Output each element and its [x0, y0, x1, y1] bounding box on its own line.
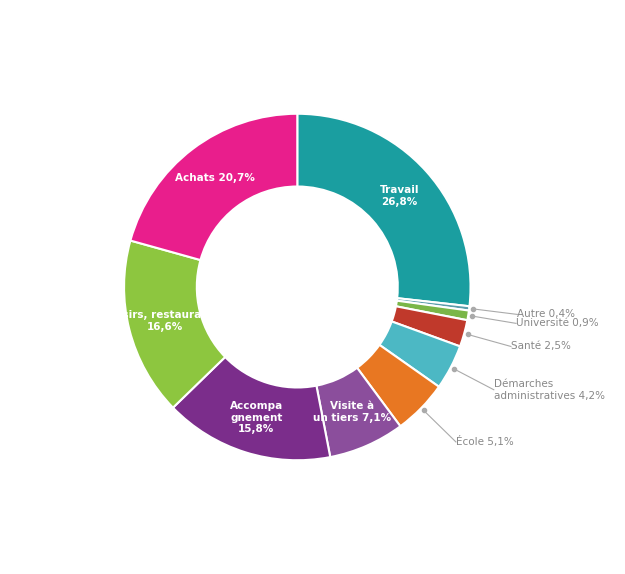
Wedge shape [396, 301, 469, 320]
Wedge shape [316, 368, 401, 457]
Wedge shape [173, 357, 330, 460]
Text: Achats 20,7%: Achats 20,7% [174, 173, 254, 183]
Text: Université 0,9%: Université 0,9% [516, 319, 599, 328]
Text: École 5,1%: École 5,1% [456, 436, 514, 448]
Text: Autre 0,4%: Autre 0,4% [518, 309, 576, 319]
Wedge shape [397, 298, 469, 311]
Wedge shape [379, 321, 460, 387]
Text: Accompa
gnement
15,8%: Accompa gnement 15,8% [229, 401, 283, 434]
Text: Santé 2,5%: Santé 2,5% [511, 342, 571, 351]
Wedge shape [131, 114, 298, 260]
Text: Démarches
administratives 4,2%: Démarches administratives 4,2% [494, 379, 605, 401]
Wedge shape [357, 345, 439, 426]
Text: Visite à
un tiers 7,1%: Visite à un tiers 7,1% [313, 401, 391, 423]
Text: Travail
26,8%: Travail 26,8% [379, 185, 419, 207]
Wedge shape [298, 114, 471, 307]
Text: Loisirs, restauration
16,6%: Loisirs, restauration 16,6% [105, 310, 224, 332]
Wedge shape [124, 241, 225, 408]
Wedge shape [392, 307, 468, 346]
